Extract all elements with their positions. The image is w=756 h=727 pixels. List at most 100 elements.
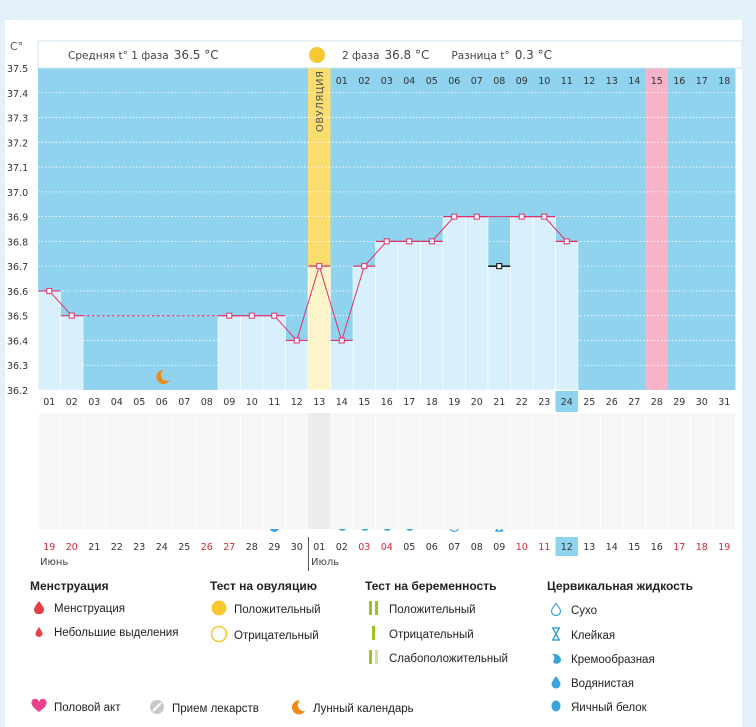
temperature-bar bbox=[375, 241, 399, 391]
calendar-day-label: 18 bbox=[696, 542, 708, 553]
y-tick-label: 36.7 bbox=[7, 262, 28, 273]
temperature-point bbox=[518, 213, 525, 220]
luteal-day-label: 18 bbox=[718, 76, 730, 87]
luteal-day-label: 01 bbox=[336, 76, 348, 87]
calendar-day-label: 14 bbox=[606, 542, 618, 553]
x-tick-label: 16 bbox=[381, 397, 393, 408]
temperature-point bbox=[563, 238, 570, 245]
calendar-day-label: 06 bbox=[426, 542, 438, 553]
month-label-start: Июнь bbox=[40, 557, 68, 568]
temperature-point bbox=[293, 337, 300, 344]
legend-ovulation-negative: Отрицательный bbox=[210, 625, 319, 646]
x-tick-label: 23 bbox=[538, 397, 550, 408]
moon-icon bbox=[156, 369, 170, 384]
luteal-day-label: 13 bbox=[606, 76, 618, 87]
luteal-day-label: 17 bbox=[696, 76, 708, 87]
y-tick-label: 36.3 bbox=[7, 361, 28, 372]
temperature-point bbox=[316, 263, 323, 270]
temperature-bar bbox=[510, 216, 534, 391]
y-tick-label: 37.2 bbox=[7, 138, 28, 149]
calendar-day-label: 24 bbox=[156, 542, 168, 553]
x-tick-label: 20 bbox=[471, 397, 483, 408]
temperature-point bbox=[68, 312, 75, 319]
x-tick-label: 17 bbox=[403, 397, 415, 408]
x-tick-label: 24 bbox=[561, 397, 573, 408]
calendar-day-label: 04 bbox=[381, 542, 393, 553]
temperature-point bbox=[473, 213, 480, 220]
legend-light-spotting: Небольшие выделения bbox=[30, 625, 178, 640]
temperature-bar bbox=[240, 315, 264, 391]
y-tick-label: 37.0 bbox=[7, 188, 28, 199]
bbt-chart-card: 37.5 37.4 37.3 37.2 37.1 37.0 36.9 36.8 36.7 36.6… bbox=[5, 20, 742, 727]
y-tick-label: 36.4 bbox=[7, 336, 28, 347]
weak-bar-icon bbox=[365, 649, 383, 668]
temperature-point bbox=[271, 312, 278, 319]
calendar-day-label: 01 bbox=[313, 542, 325, 553]
month-divider bbox=[308, 537, 309, 571]
small-drop-icon bbox=[30, 625, 48, 640]
single-bar-icon bbox=[365, 625, 383, 644]
x-tick-label: 01 bbox=[43, 397, 55, 408]
x-tick-label: 15 bbox=[358, 397, 370, 408]
legend-pregnancy-positive: Положительный bbox=[365, 600, 476, 619]
luteal-day-label: 05 bbox=[426, 76, 438, 87]
legend-pregnancy-test-title: Тест на беременность bbox=[365, 579, 497, 593]
temperature-line bbox=[296, 266, 320, 341]
x-tick-label: 19 bbox=[448, 397, 460, 408]
x-tick-label: 28 bbox=[651, 397, 663, 408]
legend-cervical-title: Цервикальная жидкость bbox=[547, 579, 694, 593]
temperature-bar bbox=[37, 290, 61, 391]
calendar-day-label: 19 bbox=[718, 542, 730, 553]
luteal-day-label: 14 bbox=[628, 76, 640, 87]
x-tick-label: 21 bbox=[493, 397, 505, 408]
temperature-point bbox=[451, 213, 458, 220]
legend-cervical-egg-white: Яичный белок bbox=[547, 699, 647, 716]
calendar-day-label: 15 bbox=[628, 542, 640, 553]
luteal-day-label: 10 bbox=[538, 76, 550, 87]
calendar-day-label: 27 bbox=[223, 542, 235, 553]
egg-white-icon bbox=[547, 699, 565, 716]
calendar-day-label: 09 bbox=[493, 542, 505, 553]
legend-ovulation-test-title: Тест на овуляцию bbox=[210, 579, 317, 593]
luteal-day-label: 03 bbox=[381, 76, 393, 87]
ovulation-label: ОВУЛЯЦИЯ bbox=[315, 71, 326, 133]
ovulation-sun-icon bbox=[309, 47, 325, 63]
x-tick-label: 12 bbox=[291, 397, 303, 408]
y-tick-label: 37.3 bbox=[7, 114, 28, 125]
luteal-day-label: 09 bbox=[516, 76, 528, 87]
hollow-drop-icon bbox=[547, 602, 565, 619]
luteal-day-label: 12 bbox=[583, 76, 595, 87]
markers-area bbox=[38, 413, 736, 529]
calendar-day-label: 29 bbox=[268, 542, 280, 553]
x-tick-label: 10 bbox=[246, 397, 258, 408]
calendar-day-label: 02 bbox=[336, 542, 348, 553]
legend-ovulation-positive: Положительный bbox=[210, 600, 321, 619]
y-tick-label: 36.6 bbox=[7, 287, 28, 298]
y-tick-label: 36.5 bbox=[7, 312, 28, 323]
calendar-day-label: 13 bbox=[583, 542, 595, 553]
calendar-day-label: 30 bbox=[291, 542, 303, 553]
y-tick-label: 37.5 bbox=[7, 64, 28, 75]
temperature-point bbox=[383, 238, 390, 245]
x-tick-label: 31 bbox=[718, 397, 730, 408]
ovulation-marker-column bbox=[308, 413, 331, 529]
temperature-bar bbox=[307, 265, 331, 391]
phase2-label: 2 фаза 36.8 °C Разница t° 0.3 °C bbox=[342, 48, 552, 62]
x-tick-label: 08 bbox=[201, 397, 213, 408]
temperature-point bbox=[541, 213, 548, 220]
x-tick-label: 14 bbox=[336, 397, 348, 408]
x-tick-label: 05 bbox=[133, 397, 145, 408]
y-tick-label: 37.1 bbox=[7, 163, 28, 174]
temperature-bar bbox=[285, 340, 309, 391]
hollow-circle-icon bbox=[210, 625, 228, 646]
temperature-bar bbox=[352, 265, 376, 391]
legend-cervical-sticky: Клейкая bbox=[547, 627, 615, 644]
temperature-line bbox=[543, 216, 568, 242]
calendar-day-label: 22 bbox=[111, 542, 123, 553]
x-tick-label: 04 bbox=[111, 397, 123, 408]
calendar-day-label: 16 bbox=[651, 542, 663, 553]
luteal-day-label: 02 bbox=[358, 76, 370, 87]
x-tick-label: 13 bbox=[313, 397, 325, 408]
temperature-bar bbox=[465, 216, 489, 391]
luteal-day-label: 08 bbox=[493, 76, 505, 87]
